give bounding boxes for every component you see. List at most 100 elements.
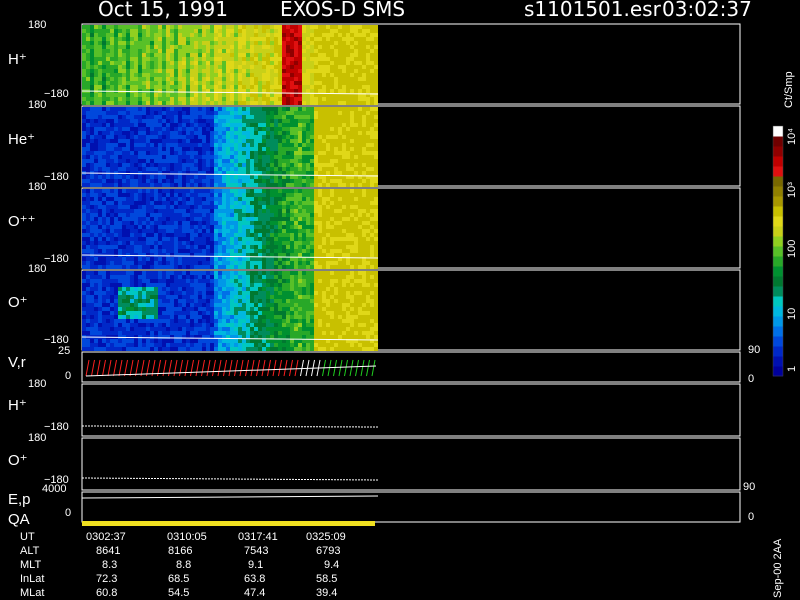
spectrogram-cell: [110, 81, 114, 85]
spectrogram-cell: [166, 77, 170, 81]
spectrogram-cell: [82, 221, 86, 225]
spectrogram-cell: [154, 311, 158, 315]
spectrogram-cell: [242, 179, 246, 183]
spectrogram-cell: [314, 253, 318, 257]
spectrogram-cell: [282, 115, 286, 119]
spectrogram-cell: [178, 139, 182, 143]
spectrogram-cell: [222, 171, 226, 175]
spectrogram-cell: [150, 69, 154, 73]
spectrogram-cell: [354, 249, 358, 253]
spectrogram-cell: [118, 25, 122, 29]
spectrogram-cell: [358, 29, 362, 33]
spectrogram-cell: [130, 37, 134, 41]
spectrogram-cell: [282, 65, 286, 69]
spectrogram-cell: [110, 93, 114, 97]
spectrogram-cell: [122, 45, 126, 49]
spectrogram-cell: [178, 89, 182, 93]
spectrogram-cell: [170, 183, 174, 187]
spectrogram-cell: [250, 33, 254, 37]
spectrogram-cell: [230, 101, 234, 105]
spectrogram-cell: [106, 81, 110, 85]
spectrogram-cell: [350, 115, 354, 119]
spectrogram-cell: [94, 25, 98, 29]
spectrogram-cell: [174, 171, 178, 175]
spectrogram-cell: [246, 37, 250, 41]
spectrogram-cell: [314, 241, 318, 245]
spectrogram-cell: [126, 205, 130, 209]
spectrogram-cell: [278, 69, 282, 73]
spectrogram-cell: [170, 225, 174, 229]
spectrogram-cell: [170, 319, 174, 323]
spectrogram-cell: [266, 197, 270, 201]
spectrogram-cell: [242, 135, 246, 139]
spectrogram-cell: [306, 237, 310, 241]
spectrogram-cell: [298, 115, 302, 119]
spectrogram-cell: [166, 167, 170, 171]
spectrogram-cell: [118, 69, 122, 73]
spectrogram-cell: [362, 261, 366, 265]
spectrogram-cell: [130, 61, 134, 65]
spectrogram-cell: [322, 189, 326, 193]
spectrogram-cell: [118, 175, 122, 179]
spectrogram-cell: [330, 179, 334, 183]
spectrogram-cell: [326, 265, 330, 269]
spectrogram-cell: [230, 115, 234, 119]
spectrogram-cell: [354, 197, 358, 201]
spectrogram-cell: [126, 135, 130, 139]
spectrogram-cell: [114, 29, 118, 33]
spectrogram-cell: [286, 61, 290, 65]
spectrogram-cell: [282, 167, 286, 171]
spectrogram-cell: [190, 155, 194, 159]
spectrogram-cell: [258, 97, 262, 101]
spectrogram-cell: [146, 155, 150, 159]
spectrogram-cell: [94, 111, 98, 115]
spectrogram-cell: [158, 127, 162, 131]
spectrogram-cell: [350, 119, 354, 123]
spectrogram-cell: [182, 45, 186, 49]
spectrogram-cell: [110, 201, 114, 205]
spectrogram-cell: [322, 115, 326, 119]
spectrogram-cell: [186, 183, 190, 187]
spectrogram-cell: [310, 237, 314, 241]
spectrogram-cell: [142, 241, 146, 245]
spectrogram-cell: [374, 147, 378, 151]
spectrogram-cell: [150, 261, 154, 265]
spectrogram-cell: [178, 205, 182, 209]
spectrogram-cell: [262, 115, 266, 119]
spectrogram-cell: [298, 261, 302, 265]
spectrogram-cell: [326, 217, 330, 221]
spectrogram-cell: [230, 57, 234, 61]
spectrogram-cell: [370, 65, 374, 69]
spectrogram-cell: [310, 213, 314, 217]
spectrogram-cell: [94, 107, 98, 111]
spectrogram-cell: [274, 241, 278, 245]
spectrogram-cell: [182, 163, 186, 167]
spectrogram-cell: [198, 217, 202, 221]
spectrogram-cell: [374, 155, 378, 159]
spectrogram-cell: [138, 291, 142, 295]
spectrogram-cell: [174, 291, 178, 295]
spectrogram-cell: [170, 61, 174, 65]
spectrogram-cell: [298, 171, 302, 175]
spectrogram-cell: [174, 261, 178, 265]
spectrogram-cell: [202, 97, 206, 101]
spectrogram-cell: [226, 61, 230, 65]
spectrogram-cell: [174, 347, 178, 351]
spectrogram-cell: [186, 97, 190, 101]
spectrogram-cell: [90, 331, 94, 335]
spectrogram-cell: [314, 233, 318, 237]
spectrogram-cell: [366, 209, 370, 213]
spectrogram-cell: [126, 159, 130, 163]
spectrogram-cell: [114, 287, 118, 291]
spectrogram-cell: [142, 331, 146, 335]
spectrogram-cell: [210, 159, 214, 163]
spectrogram-cell: [346, 217, 350, 221]
spectrogram-cell: [338, 93, 342, 97]
spectrogram-cell: [178, 275, 182, 279]
spectrogram-cell: [98, 275, 102, 279]
spectrogram-cell: [162, 179, 166, 183]
spectrogram-cell: [346, 171, 350, 175]
spectrogram-cell: [338, 107, 342, 111]
spectrogram-cell: [266, 217, 270, 221]
spectrogram-cell: [110, 189, 114, 193]
